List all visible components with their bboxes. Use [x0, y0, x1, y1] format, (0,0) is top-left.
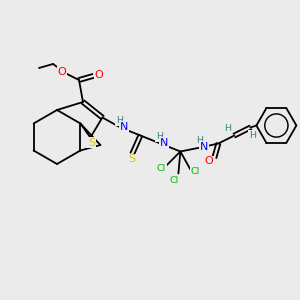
- Text: H: H: [196, 136, 203, 145]
- Text: S: S: [88, 137, 95, 148]
- Text: H: H: [224, 124, 231, 133]
- Text: N: N: [120, 122, 129, 131]
- Text: Cl: Cl: [191, 167, 200, 176]
- Text: O: O: [58, 67, 66, 77]
- Text: Cl: Cl: [170, 176, 179, 185]
- Text: H: H: [156, 132, 163, 141]
- Text: O: O: [204, 157, 213, 166]
- Text: N: N: [160, 137, 169, 148]
- Text: O: O: [94, 70, 103, 80]
- Text: H: H: [249, 131, 256, 140]
- Text: H: H: [116, 116, 123, 125]
- Text: S: S: [128, 154, 135, 164]
- Text: N: N: [200, 142, 208, 152]
- Text: Cl: Cl: [157, 164, 166, 173]
